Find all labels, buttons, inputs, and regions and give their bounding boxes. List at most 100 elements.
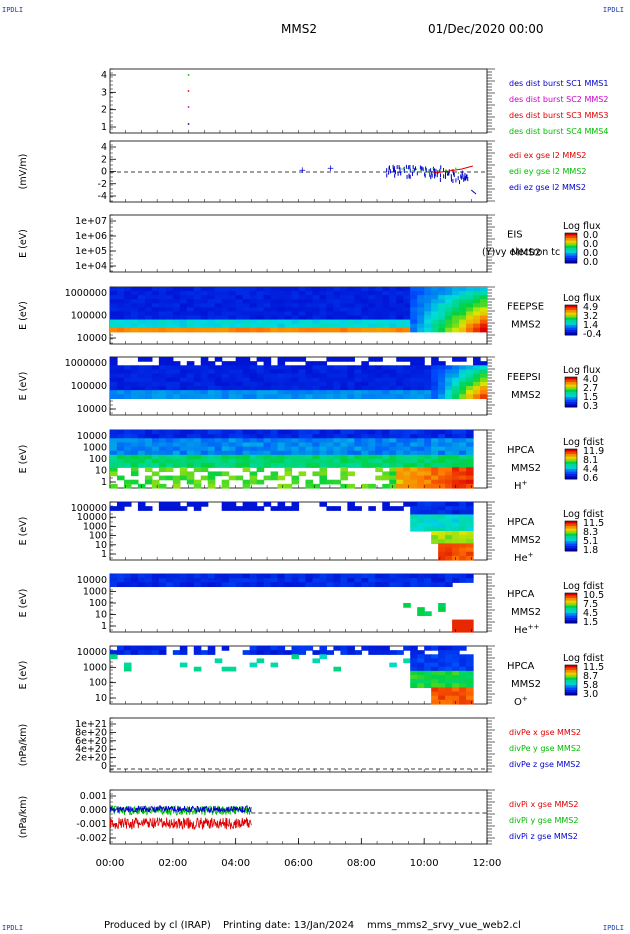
heatmap-cell	[473, 319, 481, 325]
heatmap-cell	[431, 315, 439, 321]
heatmap-cell	[473, 307, 481, 313]
heatmap-cell	[459, 299, 467, 304]
heatmap-cell	[340, 365, 348, 371]
heatmap-cell	[123, 323, 132, 329]
heatmap-cell	[207, 479, 216, 485]
heatmap-cell	[319, 650, 328, 655]
heatmap-cell	[214, 311, 223, 317]
heatmap-cell	[221, 299, 230, 304]
heatmap-cell	[137, 578, 146, 583]
heatmap-cell	[361, 446, 369, 452]
heatmap-cell	[340, 386, 348, 391]
heatmap-cell	[270, 582, 279, 588]
heatmap-cell	[319, 295, 328, 300]
heatmap-cell	[431, 450, 439, 456]
heatmap-cell	[445, 683, 453, 689]
heatmap-cell	[186, 450, 195, 456]
heatmap-cell	[319, 463, 328, 468]
heatmap-cell	[186, 471, 195, 477]
edi-ey-point	[401, 171, 403, 173]
heatmap-cell	[277, 357, 286, 362]
heatmap-cell	[361, 303, 369, 308]
heatmap-cell	[110, 369, 118, 375]
heatmap-cell	[319, 434, 328, 439]
heatmap-cell	[186, 287, 195, 292]
heatmap-cell	[368, 430, 376, 435]
heatmap-cell	[235, 291, 244, 296]
heatmap-cell	[431, 394, 439, 400]
heatmap-cell	[298, 471, 307, 477]
heatmap-cell	[193, 295, 202, 300]
heatmap-cell	[417, 307, 425, 313]
heatmap-cell	[165, 307, 174, 313]
heatmap-cell	[116, 650, 125, 655]
heatmap-cell	[326, 291, 335, 296]
heatmap-cell	[347, 291, 355, 296]
y-tick-label: 2e+20	[75, 753, 107, 764]
heatmap-cell	[452, 654, 460, 660]
heatmap-cell	[298, 303, 307, 308]
heatmap-cell	[354, 369, 362, 375]
heatmap-cell	[298, 442, 307, 448]
heatmap-cell	[326, 287, 335, 292]
heatmap-cell	[403, 377, 411, 383]
heatmap-cell	[312, 386, 321, 391]
heatmap-cell	[445, 287, 453, 292]
heatmap-cell	[312, 454, 321, 460]
heatmap-cell	[382, 311, 390, 317]
colorbar-cell	[565, 399, 577, 403]
heatmap-cell	[270, 662, 279, 668]
heatmap-cell	[326, 390, 335, 395]
colorbar-cell	[565, 466, 577, 470]
heatmap-cell	[382, 315, 390, 321]
heatmap-cell	[277, 311, 286, 317]
colorbar-cell	[565, 307, 577, 311]
heatmap-cell	[452, 687, 460, 693]
heatmap-cell	[151, 307, 160, 313]
heatmap-cell	[214, 574, 223, 579]
heatmap-cell	[452, 307, 460, 313]
heatmap-cell	[312, 463, 321, 468]
heatmap-cell	[340, 299, 348, 304]
heatmap-cell	[214, 307, 223, 313]
x-tick-label: 02:00	[158, 858, 187, 869]
heatmap-cell	[214, 377, 223, 383]
heatmap-cell	[228, 454, 237, 460]
colorbar-tick-label: 2.7	[583, 383, 598, 394]
heatmap-cell	[277, 574, 286, 579]
heatmap-cell	[459, 574, 467, 579]
heatmap-cell	[382, 394, 390, 400]
heatmap-cell	[291, 463, 300, 468]
heatmap-cell	[165, 369, 174, 375]
heatmap-cell	[305, 377, 314, 383]
heatmap-cell	[417, 454, 425, 460]
heatmap-cell	[298, 287, 307, 292]
heatmap-cell	[382, 327, 390, 333]
heatmap-cell	[144, 357, 153, 362]
heatmap-cell	[354, 319, 362, 325]
heatmap-cell	[361, 386, 369, 391]
heatmap-cell	[200, 299, 209, 304]
heatmap-cell	[277, 386, 286, 391]
heatmap-cell	[200, 446, 209, 452]
heatmap-cell	[214, 287, 223, 292]
heatmap-cell	[186, 582, 195, 588]
heatmap-cell	[263, 373, 272, 379]
heatmap-cell	[263, 390, 272, 395]
heatmap-cell	[403, 295, 411, 300]
heatmap-cell	[249, 327, 258, 333]
heatmap-cell	[137, 369, 146, 375]
colorbar-frame	[564, 448, 578, 480]
heatmap-cell	[158, 386, 167, 391]
heatmap-cell	[130, 299, 139, 304]
heatmap-cell	[165, 295, 174, 300]
heatmap-cell	[256, 450, 265, 456]
heatmap-cell	[130, 434, 139, 439]
heatmap-cell	[123, 390, 132, 395]
heatmap-cell	[333, 311, 341, 317]
heatmap-cell	[354, 450, 362, 456]
heatmap-cell	[256, 295, 265, 300]
heatmap-cell	[431, 299, 439, 304]
heatmap-cell	[130, 390, 139, 395]
instrument-label: EIS	[507, 230, 523, 241]
